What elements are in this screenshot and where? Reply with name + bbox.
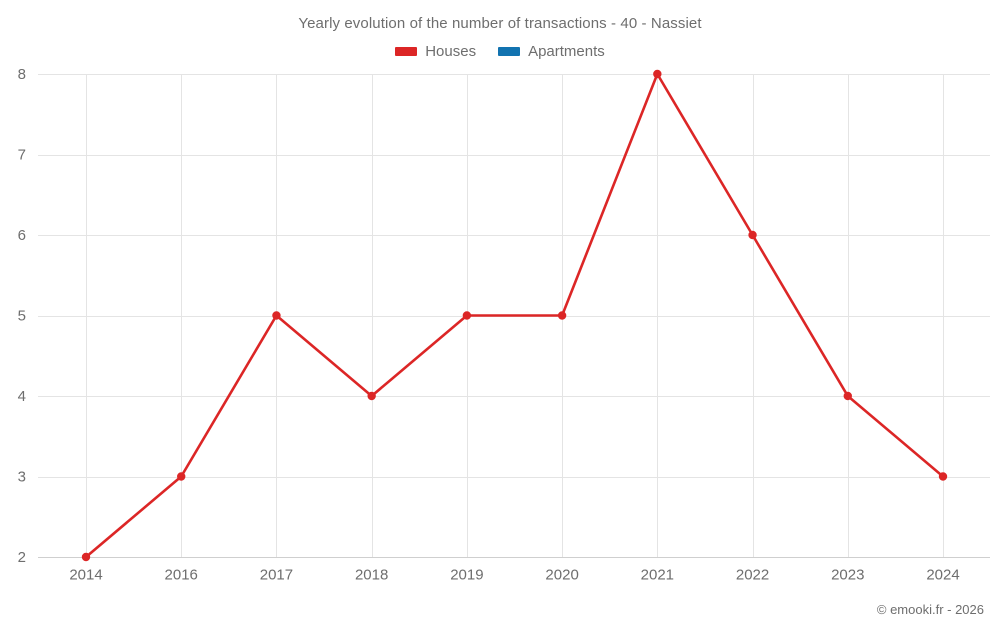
y-axis-tick-label: 2: [18, 549, 26, 566]
x-axis-tick-label: 2022: [736, 566, 769, 583]
data-point-marker[interactable]: [748, 230, 757, 240]
series-markers: [81, 69, 948, 562]
y-axis-labels: 2 3 4 5 6 7 8: [18, 66, 26, 566]
x-axis-tick-label: 2021: [641, 566, 674, 583]
x-axis-tick-label: 2023: [831, 566, 864, 583]
legend-label-apartments: Apartments: [528, 43, 605, 60]
data-point-marker[interactable]: [938, 472, 948, 481]
legend-swatch-apartments-icon: [498, 47, 521, 56]
legend-item-houses[interactable]: Houses: [395, 44, 476, 59]
x-axis-tick-label: 2024: [926, 566, 959, 583]
footer-credit: © emooki.fr - 2026: [876, 602, 984, 617]
x-axis-tick-label: 2017: [260, 566, 293, 583]
x-axis-tick-label: 2014: [69, 566, 102, 583]
legend-label-houses: Houses: [425, 43, 477, 60]
chart-legend: Houses Apartments: [0, 44, 1000, 59]
series-line-houses: [84, 72, 945, 559]
data-point-marker[interactable]: [367, 391, 376, 401]
data-point-marker[interactable]: [557, 311, 567, 320]
data-point-marker[interactable]: [843, 391, 852, 401]
x-axis-tick-label: 2018: [355, 566, 388, 583]
y-axis-tick-label: 5: [18, 307, 26, 324]
y-axis-tick-label: 3: [18, 468, 26, 485]
data-point-marker[interactable]: [81, 552, 91, 562]
y-axis-tick-label: 8: [18, 66, 26, 83]
data-point-marker[interactable]: [653, 69, 662, 79]
legend-item-apartments[interactable]: Apartments: [498, 44, 605, 59]
y-axis-tick-label: 4: [18, 388, 26, 405]
y-axis-tick-label: 7: [18, 146, 26, 163]
y-axis-tick-label: 6: [18, 227, 26, 244]
x-axis-tick-label: 2020: [545, 566, 578, 583]
series-lines: [84, 72, 945, 559]
legend-swatch-houses-icon: [395, 47, 418, 56]
data-point-marker[interactable]: [272, 311, 281, 320]
data-point-marker[interactable]: [177, 472, 186, 481]
data-point-marker[interactable]: [462, 311, 472, 320]
chart-title: Yearly evolution of the number of transa…: [298, 15, 702, 32]
x-axis-tick-label: 2016: [165, 566, 198, 583]
x-axis-tick-label: 2019: [450, 566, 483, 583]
x-axis-labels: 2014 2016 2017 2018 2019 2020 2021 2022 2023 2024: [69, 566, 959, 583]
